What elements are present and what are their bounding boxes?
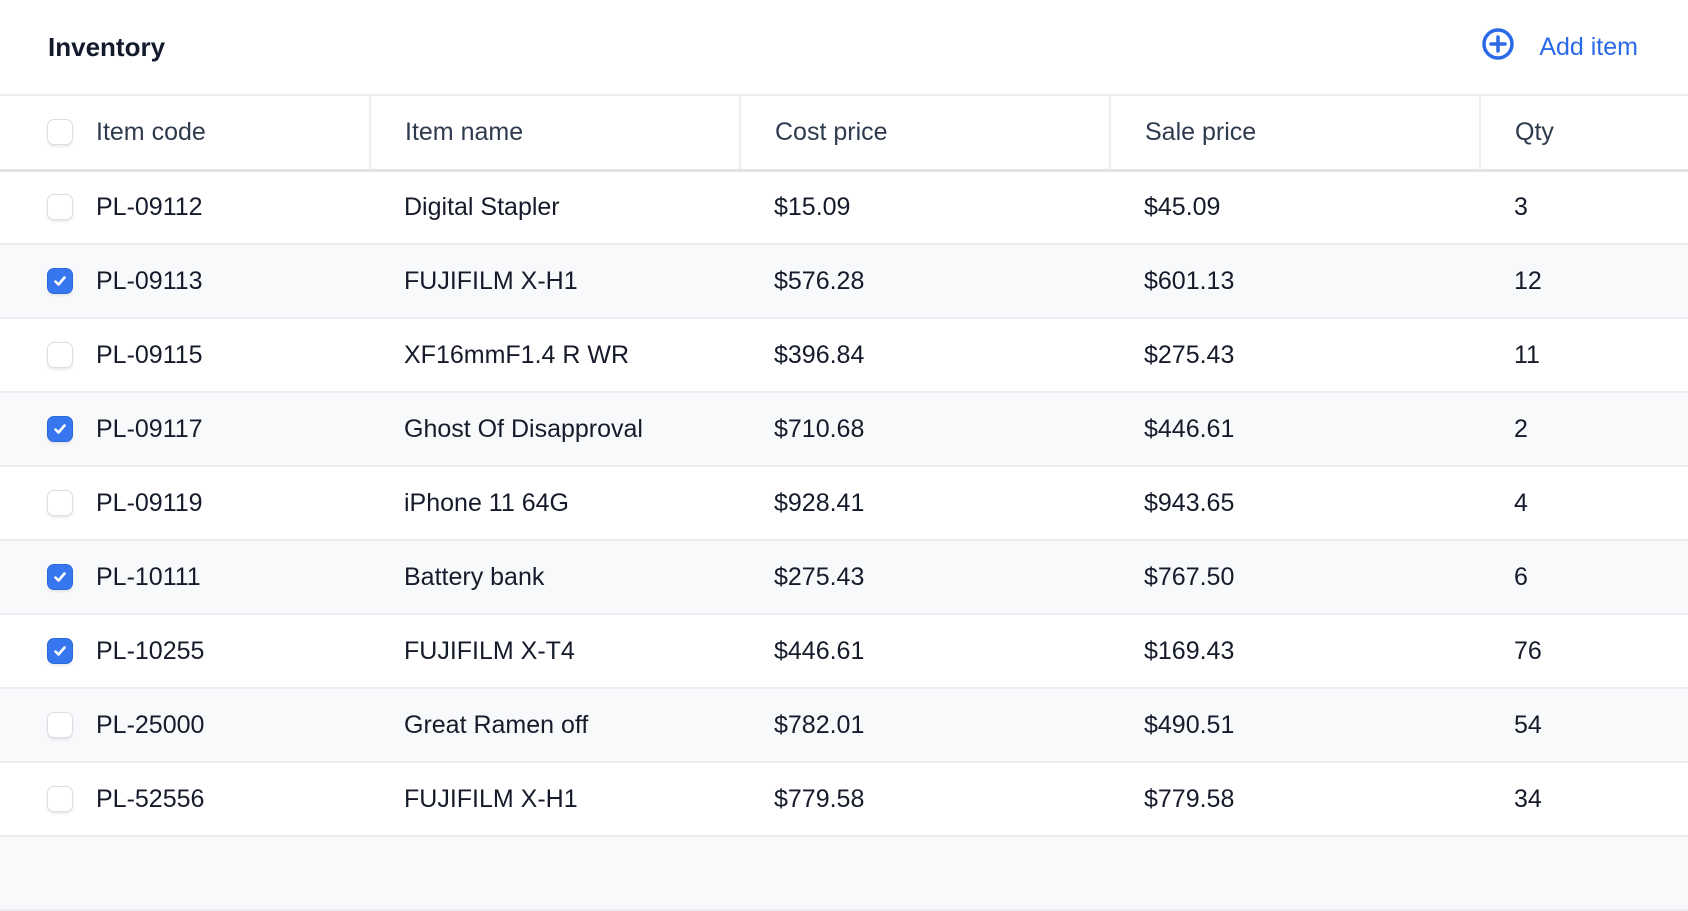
cell-cost-price: $710.68 bbox=[740, 392, 1110, 467]
select-all-checkbox[interactable] bbox=[47, 119, 73, 146]
cell-item-code: PL-25000 bbox=[0, 688, 370, 763]
cell-sale-price: $943.65 bbox=[1110, 466, 1480, 541]
cell-item-code: PL-09115 bbox=[0, 318, 370, 393]
cell-cost-price: $576.28 bbox=[740, 244, 1110, 319]
cell-sale-price: $601.13 bbox=[1110, 244, 1480, 319]
cell-sale-price: $779.58 bbox=[1110, 762, 1480, 837]
column-header-cost-price[interactable]: Cost price bbox=[739, 96, 1110, 172]
cell-item-name: XF16mmF1.4 R WR bbox=[370, 318, 740, 393]
table-row[interactable]: PL-10111 Battery bank $275.43 $767.50 6 bbox=[0, 540, 1688, 615]
cell-qty: 12 bbox=[1480, 244, 1688, 319]
cell-item-code: PL-09113 bbox=[0, 244, 370, 319]
cell-sale-price: $767.50 bbox=[1110, 540, 1480, 615]
page-title: Inventory bbox=[48, 31, 166, 62]
row-checkbox[interactable] bbox=[47, 268, 73, 294]
item-code: PL-10255 bbox=[96, 636, 205, 665]
cell-cost-price: $782.01 bbox=[740, 688, 1110, 763]
column-header-item-code[interactable]: Item code bbox=[0, 96, 370, 172]
cell-item-code: PL-10255 bbox=[0, 614, 370, 689]
column-label: Item code bbox=[96, 117, 206, 146]
column-header-item-name[interactable]: Item name bbox=[369, 96, 740, 172]
cell-item-code: PL-09112 bbox=[0, 170, 370, 245]
row-checkbox[interactable] bbox=[47, 416, 73, 442]
row-checkbox[interactable] bbox=[47, 490, 73, 516]
row-checkbox[interactable] bbox=[47, 712, 73, 738]
item-code: PL-10111 bbox=[96, 562, 201, 591]
row-checkbox[interactable] bbox=[47, 638, 73, 664]
cell-sale-price: $45.09 bbox=[1110, 170, 1480, 245]
item-code: PL-09119 bbox=[96, 488, 203, 517]
cell-item-code: PL-09117 bbox=[0, 392, 370, 467]
cell-qty: 6 bbox=[1480, 540, 1688, 615]
add-item-label: Add item bbox=[1539, 32, 1638, 61]
checkmark-icon bbox=[54, 572, 66, 582]
cell-qty: 76 bbox=[1480, 614, 1688, 689]
column-header-sale-price[interactable]: Sale price bbox=[1109, 96, 1480, 172]
row-checkbox[interactable] bbox=[47, 194, 73, 221]
cell-item-code: PL-10111 bbox=[0, 540, 370, 615]
cell-cost-price: $779.58 bbox=[740, 762, 1110, 837]
column-header-qty[interactable]: Qty bbox=[1479, 96, 1688, 172]
cell-qty: 4 bbox=[1480, 466, 1688, 541]
cell-qty: 54 bbox=[1480, 688, 1688, 763]
cell-qty: 11 bbox=[1480, 318, 1688, 393]
row-checkbox[interactable] bbox=[47, 564, 73, 590]
cell-item-name: Battery bank bbox=[370, 540, 740, 615]
table-row[interactable]: PL-09119 iPhone 11 64G $928.41 $943.65 4 bbox=[0, 466, 1688, 541]
cell-cost-price: $446.61 bbox=[740, 614, 1110, 689]
table-row[interactable]: PL-09112 Digital Stapler $15.09 $45.09 3 bbox=[0, 170, 1688, 245]
table-header-row: Item code Item name Cost price Sale pric… bbox=[0, 96, 1688, 172]
cell-item-name: Ghost Of Disapproval bbox=[370, 392, 740, 467]
table-row[interactable]: PL-10255 FUJIFILM X-T4 $446.61 $169.43 7… bbox=[0, 614, 1688, 689]
cell-qty: 34 bbox=[1480, 762, 1688, 837]
cell-sale-price: $169.43 bbox=[1110, 614, 1480, 689]
checkmark-icon bbox=[54, 424, 66, 434]
item-code: PL-09115 bbox=[96, 340, 203, 369]
cell-cost-price: $396.84 bbox=[740, 318, 1110, 393]
table-row[interactable]: PL-25000 Great Ramen off $782.01 $490.51… bbox=[0, 688, 1688, 763]
item-code: PL-52556 bbox=[96, 784, 205, 813]
item-code: PL-25000 bbox=[96, 710, 205, 739]
cell-item-code: PL-52556 bbox=[0, 762, 370, 837]
cell-qty: 3 bbox=[1480, 170, 1688, 245]
cell-qty: 2 bbox=[1480, 392, 1688, 467]
cell-item-name: FUJIFILM X-T4 bbox=[370, 614, 740, 689]
checkmark-icon bbox=[54, 646, 66, 656]
cell-item-name: FUJIFILM X-H1 bbox=[370, 762, 740, 837]
cell-cost-price: $275.43 bbox=[740, 540, 1110, 615]
inventory-table: Item code Item name Cost price Sale pric… bbox=[0, 96, 1688, 911]
cell-sale-price: $446.61 bbox=[1110, 392, 1480, 467]
page-header: Inventory Add item bbox=[0, 0, 1688, 96]
cell-item-name: FUJIFILM X-H1 bbox=[370, 244, 740, 319]
table-row[interactable]: PL-52556 FUJIFILM X-H1 $779.58 $779.58 3… bbox=[0, 762, 1688, 837]
plus-circle-icon bbox=[1481, 27, 1515, 68]
row-checkbox[interactable] bbox=[47, 342, 73, 368]
table-row[interactable]: PL-09117 Ghost Of Disapproval $710.68 $4… bbox=[0, 392, 1688, 467]
table-row-partial bbox=[0, 836, 1688, 911]
cell-item-name: iPhone 11 64G bbox=[370, 466, 740, 541]
cell-cost-price: $15.09 bbox=[740, 170, 1110, 245]
cell-item-name: Great Ramen off bbox=[370, 688, 740, 763]
table-row[interactable]: PL-09113 FUJIFILM X-H1 $576.28 $601.13 1… bbox=[0, 244, 1688, 319]
table-row[interactable]: PL-09115 XF16mmF1.4 R WR $396.84 $275.43… bbox=[0, 318, 1688, 393]
item-code: PL-09113 bbox=[96, 266, 203, 295]
checkmark-icon bbox=[54, 276, 66, 286]
cell-sale-price: $490.51 bbox=[1110, 688, 1480, 763]
cell-item-code: PL-09119 bbox=[0, 466, 370, 541]
item-code: PL-09112 bbox=[96, 192, 203, 221]
cell-item-name: Digital Stapler bbox=[370, 170, 740, 245]
cell-cost-price: $928.41 bbox=[740, 466, 1110, 541]
item-code: PL-09117 bbox=[96, 414, 203, 443]
add-item-button[interactable]: Add item bbox=[1481, 27, 1638, 68]
row-checkbox[interactable] bbox=[47, 786, 73, 812]
cell-sale-price: $275.43 bbox=[1110, 318, 1480, 393]
